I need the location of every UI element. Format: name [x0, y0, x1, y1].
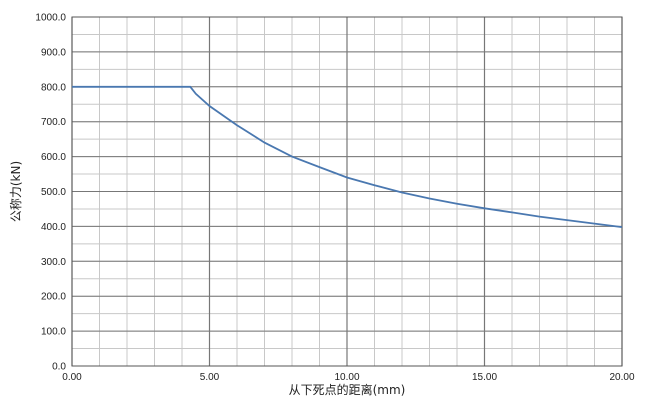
plot-frame [71, 16, 623, 367]
x-tick-labels: 0.00 5.00 10.00 15.00 20.00 [62, 372, 635, 383]
y-axis-title: 公称力(kN) [9, 161, 23, 222]
x-tick-label: 10.00 [334, 372, 359, 383]
y-tick-label: 200.0 [41, 292, 66, 303]
y-tick-labels: 0.0 100.0 200.0 300.0 400.0 500.0 600.0 700.0 80… [35, 13, 66, 373]
x-tick-label: 15.00 [472, 372, 497, 383]
y-tick-label: 800.0 [41, 82, 66, 93]
y-tick-label: 700.0 [41, 117, 66, 128]
x-tick-label: 0.00 [62, 372, 82, 383]
series-line [72, 85, 623, 228]
x-tick-label: 5.00 [200, 372, 220, 383]
y-tick-label: 100.0 [41, 327, 66, 338]
y-tick-label: 500.0 [41, 187, 66, 198]
y-tick-label: 1000.0 [35, 13, 66, 24]
x-tick-label: 20.00 [609, 372, 634, 383]
y-tick-label: 300.0 [41, 257, 66, 268]
y-tick-label: 0.0 [52, 362, 66, 373]
y-tick-label: 900.0 [41, 47, 66, 58]
x-axis-title: 从下死点的距离(mm) [289, 382, 406, 397]
y-tick-label: 600.0 [41, 152, 66, 163]
y-tick-label: 400.0 [41, 222, 66, 233]
